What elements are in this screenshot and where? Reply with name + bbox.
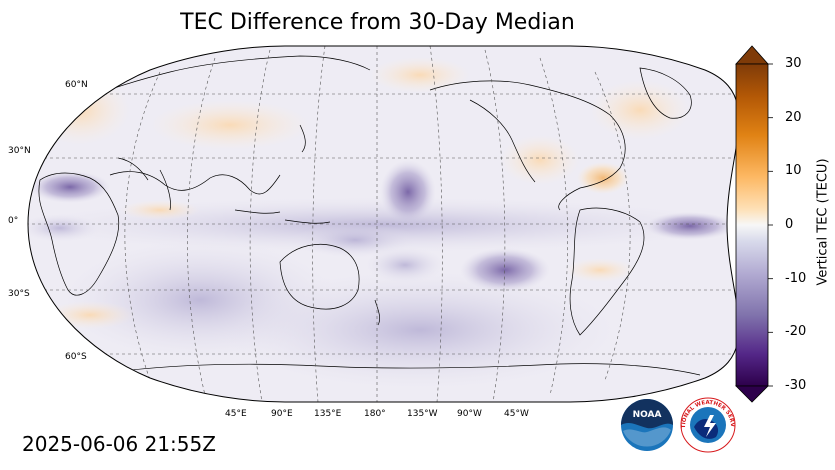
lat-label-60s: 60°S [65, 352, 87, 362]
timestamp: 2025-06-06 21:55Z [22, 432, 216, 456]
colorbar-gradient [735, 63, 769, 387]
lon-label-45w: 45°W [504, 409, 529, 419]
colorbar-tick-10: 10 [785, 163, 802, 178]
colorbar-tick-20: 20 [785, 110, 802, 125]
colorbar-tick-neg10: -10 [785, 271, 807, 286]
colorbar-tick-30: 30 [785, 56, 802, 71]
lon-label-90e: 90°E [271, 409, 293, 419]
colorbar-extend-max [735, 45, 769, 65]
colorbar-tick-neg20: -20 [785, 324, 807, 339]
colorbar-tick-0: 0 [785, 217, 794, 232]
svg-text:NOAA: NOAA [633, 410, 662, 420]
map-outline [27, 45, 740, 403]
nws-logo: NATIONAL WEATHER SERVICE [680, 397, 736, 453]
lat-label-30s: 30°S [8, 289, 30, 299]
lon-label-45e: 45°E [225, 409, 247, 419]
colorbar-extend-min [735, 385, 769, 403]
graticule [28, 46, 739, 402]
lon-label-135w: 135°W [407, 409, 438, 419]
colorbar-tick-neg30: -30 [785, 378, 807, 393]
lon-label-90w: 90°W [457, 409, 482, 419]
noaa-logo: NOAA [621, 399, 673, 451]
colorbar-label: Vertical TEC (TECU) [815, 158, 831, 286]
chart-title: TEC Difference from 30-Day Median [180, 10, 575, 35]
lat-label-60n: 60°N [65, 80, 88, 90]
lat-label-0: 0° [8, 216, 19, 226]
lat-label-30n: 30°N [8, 146, 31, 156]
lon-label-180: 180° [364, 409, 386, 419]
lon-label-135e: 135°E [314, 409, 342, 419]
